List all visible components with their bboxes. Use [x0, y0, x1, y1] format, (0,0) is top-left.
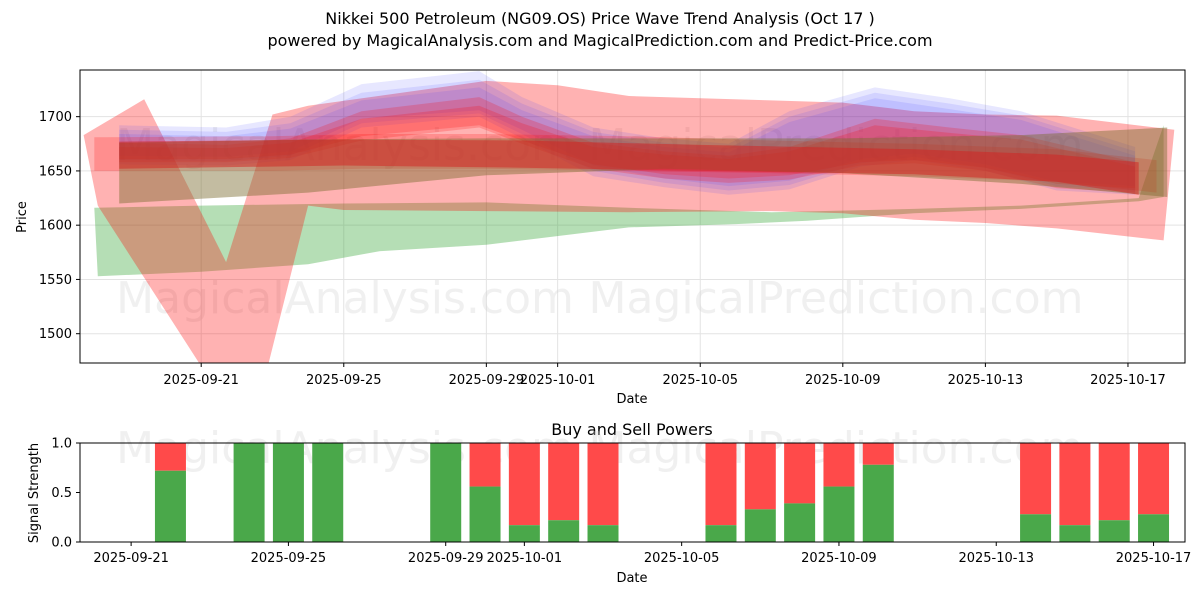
buy-bar — [823, 486, 855, 542]
sell-bar — [1098, 443, 1130, 521]
signal-bars — [154, 443, 1170, 542]
chart-subtitle: powered by MagicalAnalysis.com and Magic… — [267, 31, 933, 50]
price-y-tick-label: 1700 — [39, 110, 72, 125]
price-band-5 — [119, 87, 1136, 187]
price-bands — [83, 71, 1175, 363]
signal-x-tick-label: 2025-10-05 — [644, 551, 720, 566]
price-x-tick-label: 2025-10-17 — [1090, 373, 1166, 388]
watermark-left: MagicalAnalysis.com — [116, 273, 574, 324]
buy-bar — [1020, 514, 1052, 542]
price-band-8 — [119, 105, 1136, 189]
buy-bar — [1098, 520, 1130, 542]
price-band-10 — [119, 139, 1139, 195]
sell-bar — [784, 443, 816, 504]
buy-bar — [430, 443, 462, 542]
buy-bar — [705, 525, 737, 542]
sell-bar — [705, 443, 737, 526]
buy-bar — [587, 525, 619, 542]
signal-x-tick-label: 2025-09-29 — [408, 551, 484, 566]
price-x-tick-label: 2025-09-21 — [163, 373, 239, 388]
signal-y-tick-label: 1.0 — [51, 437, 72, 452]
price-y-axis-title: Price — [15, 201, 30, 233]
price-band-4 — [119, 79, 1136, 191]
signal-x-axis-title: Date — [616, 571, 647, 586]
price-x-tick-label: 2025-10-09 — [805, 373, 881, 388]
price-x-tick-label: 2025-10-01 — [520, 373, 596, 388]
buy-bar — [862, 464, 894, 542]
price-y-tick-label: 1500 — [39, 327, 72, 342]
sell-bar — [469, 443, 501, 487]
signal-x-tick-label: 2025-10-13 — [958, 551, 1034, 566]
sell-bar — [1020, 443, 1052, 515]
signal-y-axis-title: Signal Strength — [27, 443, 42, 543]
signal-y-tick-label: 0.0 — [51, 536, 72, 551]
buy-bar — [744, 509, 776, 542]
price-plot-frame — [79, 69, 1186, 364]
sell-bar — [508, 443, 540, 526]
buy-bar — [1138, 514, 1170, 542]
buy-bar — [272, 443, 304, 542]
sell-bar — [744, 443, 776, 510]
price-x-tick-label: 2025-10-05 — [662, 373, 738, 388]
price-gridlines — [80, 70, 1185, 363]
sell-bar — [1059, 443, 1091, 526]
buy-bar — [784, 503, 816, 542]
price-panel: MagicalAnalysis.com MagicalPrediction.co… — [15, 69, 1186, 407]
price-x-axis-title: Date — [616, 392, 647, 407]
sell-bar — [862, 443, 894, 465]
price-band-1 — [94, 125, 1164, 277]
price-y-axis: 1500 1550 1600 1650 1700 — [39, 110, 80, 342]
buy-bar — [312, 443, 344, 542]
buy-bar — [548, 520, 580, 542]
price-x-axis: 2025-09-21 2025-09-25 2025-09-292025-10-01… — [163, 363, 1166, 388]
price-y-tick-label: 1650 — [39, 164, 72, 179]
signal-x-tick-label: 2025-10-17 — [1116, 551, 1192, 566]
buy-bar — [233, 443, 265, 542]
sell-bar — [154, 443, 186, 471]
sell-bar — [587, 443, 619, 526]
buy-bar — [1059, 525, 1091, 542]
price-y-tick-label: 1550 — [39, 273, 72, 288]
price-x-tick-label: 2025-10-13 — [948, 373, 1024, 388]
signal-x-tick-label: 2025-09-21 — [93, 551, 169, 566]
sell-bar — [1138, 443, 1170, 515]
buy-bar — [469, 486, 501, 542]
buy-bar — [508, 525, 540, 542]
signal-x-tick-label: 2025-10-01 — [487, 551, 563, 566]
signal-y-tick-label: 0.5 — [51, 486, 72, 501]
signal-x-tick-label: 2025-09-25 — [251, 551, 327, 566]
buy-bar — [154, 470, 186, 542]
signal-x-axis: 2025-09-21 2025-09-25 2025-09-29 2025-10-01… — [93, 542, 1191, 566]
price-x-tick-label: 2025-09-25 — [306, 373, 382, 388]
price-band-7 — [119, 97, 1136, 193]
signal-y-axis: 0.0 0.5 1.0 — [51, 437, 80, 551]
chart-title: Nikkei 500 Petroleum (NG09.OS) Price Wav… — [325, 9, 875, 28]
price-y-tick-label: 1600 — [39, 219, 72, 234]
signal-panel: Buy and Sell Powers MagicalAnalysis.com … — [27, 420, 1191, 586]
price-x-tick-label: 2025-09-29 — [449, 373, 525, 388]
signal-x-tick-label: 2025-10-09 — [801, 551, 877, 566]
sell-bar — [548, 443, 580, 521]
watermark-right: MagicalPrediction.com — [589, 273, 1084, 324]
sell-bar — [823, 443, 855, 487]
signal-chart-title: Buy and Sell Powers — [551, 420, 713, 439]
